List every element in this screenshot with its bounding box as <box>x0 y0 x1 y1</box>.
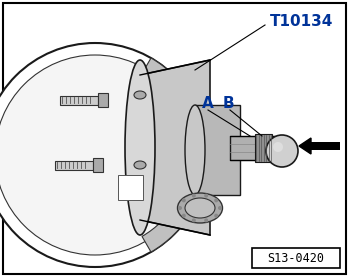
Ellipse shape <box>134 161 146 169</box>
Text: S13-0420: S13-0420 <box>267 252 325 265</box>
Bar <box>230 136 275 160</box>
Bar <box>195 105 240 195</box>
Text: A: A <box>202 96 214 111</box>
Circle shape <box>214 214 218 218</box>
Ellipse shape <box>185 105 205 195</box>
Circle shape <box>204 194 208 198</box>
Circle shape <box>192 194 196 198</box>
Polygon shape <box>299 138 311 154</box>
Bar <box>255 134 272 162</box>
Bar <box>309 142 340 150</box>
Circle shape <box>218 206 222 210</box>
Text: T10134: T10134 <box>270 14 333 29</box>
Circle shape <box>273 142 283 152</box>
Circle shape <box>0 55 195 255</box>
Circle shape <box>178 206 182 210</box>
Bar <box>55 161 93 170</box>
Ellipse shape <box>125 60 155 235</box>
Ellipse shape <box>134 91 146 99</box>
Circle shape <box>0 43 207 267</box>
Text: B: B <box>222 96 234 111</box>
Circle shape <box>182 214 186 218</box>
Bar <box>252 248 340 268</box>
Ellipse shape <box>178 193 223 223</box>
Circle shape <box>204 218 208 222</box>
Ellipse shape <box>185 198 215 218</box>
Bar <box>93 158 103 172</box>
Polygon shape <box>140 60 210 235</box>
Circle shape <box>266 135 298 167</box>
Bar <box>118 175 143 200</box>
Wedge shape <box>142 58 207 252</box>
Circle shape <box>214 198 218 202</box>
Bar <box>98 93 108 107</box>
Bar <box>60 96 98 105</box>
Circle shape <box>182 198 186 202</box>
Circle shape <box>192 218 196 222</box>
